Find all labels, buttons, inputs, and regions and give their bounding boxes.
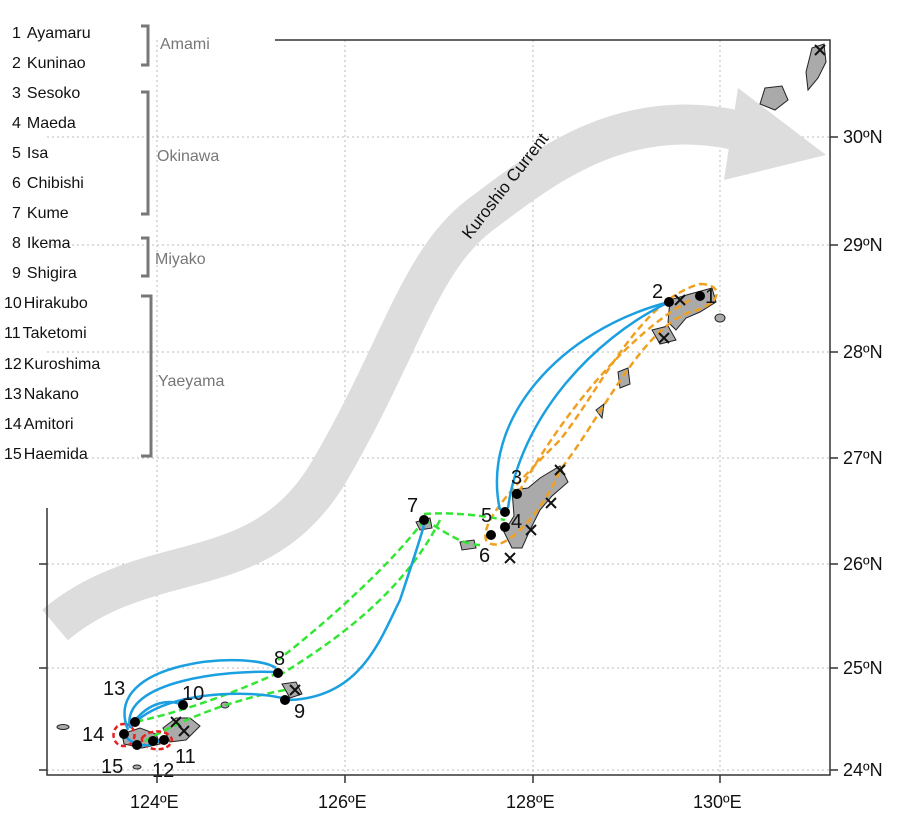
svg-text:8: 8 (274, 648, 285, 670)
svg-text:9: 9 (294, 701, 305, 723)
lat-tick-labels: 24ºN 25ºN 26ºN 27ºN 28ºN 29ºN 30ºN (843, 127, 883, 780)
svg-text:30ºN: 30ºN (843, 127, 883, 147)
green-connection (134, 512, 506, 746)
svg-text:124ºE: 124ºE (130, 792, 179, 812)
svg-text:7: 7 (407, 495, 418, 517)
svg-text:Yaeyama: Yaeyama (158, 373, 225, 390)
svg-text:10: 10 (182, 683, 204, 705)
axes (39, 39, 838, 783)
svg-text:Amami: Amami (160, 36, 210, 53)
lon-tick-labels: 124ºE 126ºE 128ºE 130ºE (130, 792, 742, 812)
svg-text:24ºN: 24ºN (843, 760, 883, 780)
svg-text:126ºE: 126ºE (318, 792, 367, 812)
svg-text:29ºN: 29ºN (843, 235, 883, 255)
svg-text:28ºN: 28ºN (843, 342, 883, 362)
svg-text:Okinawa: Okinawa (157, 148, 219, 165)
svg-text:11: 11 (175, 746, 196, 768)
orange-connection (518, 298, 691, 491)
region-brackets (141, 24, 153, 458)
svg-text:15: 15 (101, 756, 123, 778)
svg-text:3: 3 (511, 467, 522, 489)
svg-text:26ºN: 26ºN (843, 554, 883, 574)
orange-cluster-outline (484, 282, 718, 546)
svg-text:13: 13 (103, 678, 125, 700)
svg-text:27ºN: 27ºN (843, 448, 883, 468)
svg-text:6: 6 (479, 545, 490, 567)
kuroshio-arrowhead (724, 88, 826, 180)
svg-text:1: 1 (705, 286, 716, 308)
svg-text:128ºE: 128ºE (506, 792, 555, 812)
x-markers (170, 44, 826, 737)
connectivity-arrows (122, 300, 670, 747)
svg-text:12: 12 (152, 760, 174, 782)
site-dots (119, 291, 705, 750)
kuroshio-current-arrow (42, 104, 740, 641)
svg-text:14: 14 (82, 724, 104, 746)
svg-text:5: 5 (481, 505, 492, 527)
svg-text:130ºE: 130ºE (693, 792, 742, 812)
svg-text:4: 4 (511, 511, 522, 533)
svg-text:Miyako: Miyako (155, 251, 206, 268)
svg-text:25ºN: 25ºN (843, 658, 883, 678)
svg-text:2: 2 (652, 281, 663, 303)
